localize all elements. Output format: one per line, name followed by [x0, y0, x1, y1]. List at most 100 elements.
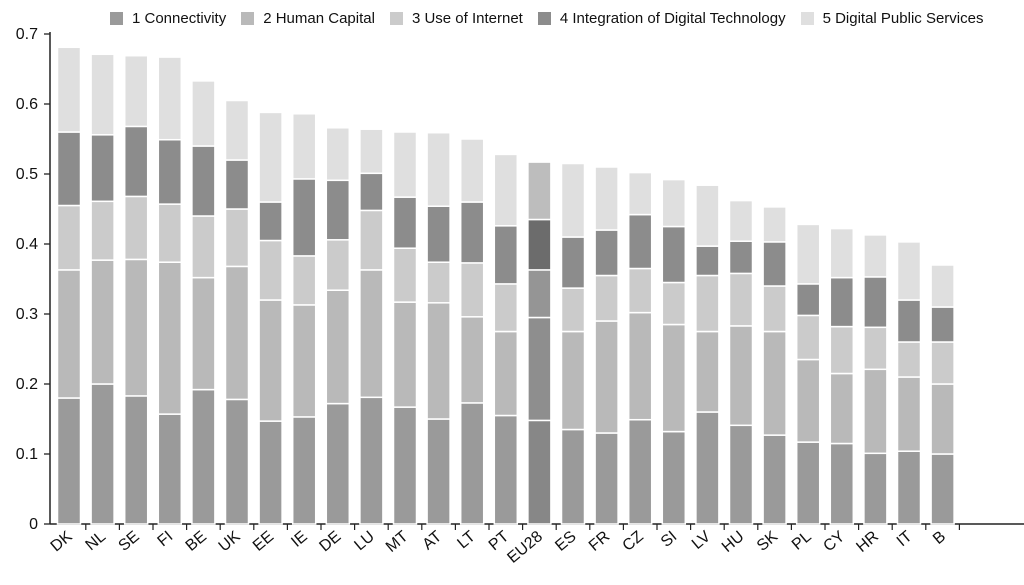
bar-segment: [627, 171, 653, 216]
bar-segment: [493, 414, 519, 525]
x-tick-label: AT: [419, 528, 445, 554]
bar-segment: [560, 287, 586, 333]
bar-segment: [258, 299, 283, 422]
bar-segment: [594, 432, 619, 525]
bar-segment: [157, 261, 183, 415]
bar-segment: [930, 264, 955, 308]
bar-segment: [795, 358, 821, 443]
bar-segment: [930, 306, 955, 343]
bar-segment: [661, 323, 687, 433]
x-tick-label: SK: [754, 528, 782, 555]
bar-segment: [594, 274, 619, 322]
x-tick-label: LU: [351, 528, 378, 554]
bar-segment: [930, 341, 955, 385]
y-tick-label: 0.6: [16, 96, 38, 113]
legend-label: 4 Integration of Digital Technology: [559, 9, 786, 27]
bar-segment: [493, 330, 519, 417]
x-tick-label: EU28: [504, 528, 546, 567]
bar-segment: [291, 255, 317, 306]
bar-segment: [56, 46, 82, 133]
x-tick-label: DK: [48, 528, 76, 556]
bar-segment: [896, 376, 922, 452]
bar-segment: [191, 388, 216, 525]
bar-segment: [762, 285, 787, 333]
bar-segment: [695, 411, 720, 525]
y-tick-label: 0: [29, 516, 38, 533]
x-tick-label: UK: [216, 528, 244, 556]
bar-segment: [191, 80, 216, 147]
bar-segment: [291, 178, 317, 257]
bar-segment: [56, 397, 82, 525]
legend-item: 5 Digital Public Services: [800, 9, 984, 27]
bar-segment: [90, 134, 115, 203]
bar-segment: [493, 225, 519, 285]
y-tick-label: 0.1: [16, 446, 38, 463]
bar-segment: [795, 441, 821, 525]
bar-segment: [426, 131, 451, 207]
x-tick-label: PL: [789, 528, 815, 554]
bar-segment: [359, 209, 384, 271]
bar-segment: [527, 161, 552, 221]
bar-segment: [224, 208, 250, 268]
bar-segment: [359, 128, 384, 175]
bar-segment: [728, 424, 754, 525]
x-tick-label: IT: [894, 528, 916, 550]
x-tick-label: B: [930, 528, 949, 548]
legend-item: 2 Human Capital: [241, 10, 375, 27]
bar-segment: [762, 241, 787, 287]
bar-segment: [325, 179, 351, 241]
bar-segment: [627, 418, 653, 525]
bar-segment: [493, 153, 519, 227]
y-tick-label: 0.5: [16, 166, 38, 183]
bar-segment: [896, 299, 922, 343]
bar-segment: [56, 269, 82, 399]
bar-segment: [527, 269, 552, 319]
bar-segment: [527, 316, 552, 422]
bar-segment: [258, 111, 283, 203]
x-tick-label: DE: [316, 528, 344, 555]
bar-segment: [157, 203, 183, 263]
y-tick-label: 0.2: [16, 376, 38, 393]
bar-segment: [459, 201, 485, 264]
bar-segment: [829, 325, 855, 375]
bar-segment: [90, 259, 115, 385]
bar-segment: [627, 267, 653, 314]
legend-swatch: [110, 11, 123, 25]
bar-segment: [123, 54, 149, 128]
y-tick-label: 0.4: [16, 236, 38, 253]
x-tick-label: EE: [250, 528, 277, 555]
x-tick-label: CZ: [620, 528, 647, 555]
bar-segment: [224, 398, 250, 525]
bar-segment: [325, 402, 351, 525]
chart-legend: 1 Connectivity 2 Human Capital 3 Use of In…: [110, 8, 998, 28]
bar-segment: [560, 330, 586, 431]
legend-item: 1 Connectivity: [110, 10, 226, 27]
bar-segment: [896, 341, 922, 378]
bar-segment: [661, 178, 687, 228]
x-tick-label: NL: [83, 528, 110, 554]
legend-item: 4 Integration of Digital Technology: [537, 9, 786, 27]
bar-segment: [392, 196, 418, 249]
bar-segment: [392, 406, 418, 525]
legend-label: 5 Digital Public Services: [822, 9, 984, 27]
bar-segment: [426, 418, 451, 525]
bar-segment: [930, 453, 955, 525]
bar-segment: [896, 450, 922, 525]
bar-segment: [863, 452, 888, 525]
bar-segment: [359, 396, 384, 525]
bar-segment: [527, 218, 552, 271]
bar-segment: [392, 247, 418, 303]
bar-segment: [728, 272, 754, 327]
bar-segment: [325, 127, 351, 182]
bar-segment: [863, 326, 888, 371]
bar-segment: [191, 276, 216, 391]
bar-segment: [359, 269, 384, 399]
bar-segment: [560, 236, 586, 289]
y-tick-label: 0.3: [16, 306, 38, 323]
bar-segment: [224, 99, 250, 161]
bar-segment: [123, 258, 149, 397]
bar-segment: [795, 283, 821, 317]
bar-segment: [863, 368, 888, 455]
bar-segment: [325, 239, 351, 291]
